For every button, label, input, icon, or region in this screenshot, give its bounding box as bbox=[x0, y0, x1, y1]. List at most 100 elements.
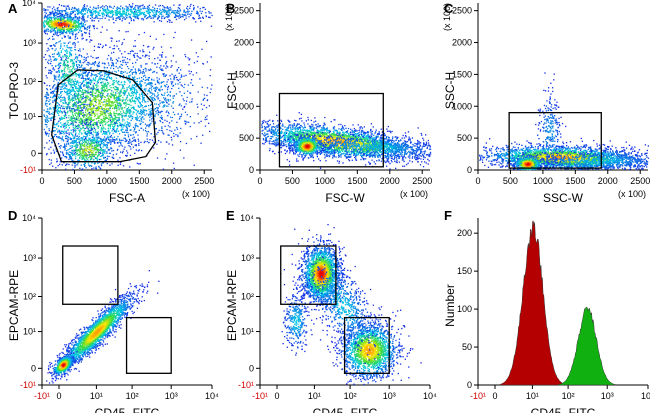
event-dot bbox=[141, 101, 143, 103]
event-dot bbox=[125, 126, 128, 128]
event-dot bbox=[126, 16, 128, 19]
event-dot bbox=[136, 162, 138, 164]
event-dot bbox=[163, 105, 165, 108]
event-dot bbox=[80, 11, 82, 13]
event-dot bbox=[88, 138, 90, 140]
event-dot bbox=[164, 16, 166, 19]
event-dot bbox=[113, 125, 116, 128]
event-dot bbox=[110, 101, 112, 103]
event-dot bbox=[112, 132, 114, 135]
event-dot bbox=[113, 101, 115, 103]
event-dot bbox=[72, 137, 74, 140]
event-dot bbox=[81, 103, 83, 106]
event-dot bbox=[163, 133, 165, 135]
event-dot bbox=[125, 9, 128, 11]
event-dot bbox=[102, 120, 105, 122]
event-dot bbox=[58, 17, 60, 20]
event-dot bbox=[73, 140, 75, 142]
event-dot bbox=[54, 94, 56, 96]
event-dot bbox=[142, 129, 145, 131]
event-dot bbox=[68, 102, 71, 104]
event-dot bbox=[62, 29, 65, 31]
event-dot bbox=[101, 97, 103, 99]
event-dot bbox=[86, 158, 89, 160]
event-dot bbox=[113, 13, 115, 16]
event-dot bbox=[148, 123, 150, 126]
event-dot bbox=[83, 153, 86, 155]
event-dot bbox=[120, 124, 122, 126]
event-dot bbox=[116, 8, 119, 10]
event-dot bbox=[107, 135, 109, 137]
event-dot bbox=[89, 144, 91, 147]
event-dot bbox=[141, 111, 143, 114]
event-dot bbox=[50, 159, 52, 161]
event-dot bbox=[54, 12, 56, 14]
event-dot bbox=[122, 115, 124, 117]
event-dot bbox=[126, 6, 128, 9]
event-dot bbox=[86, 154, 88, 156]
event-dot bbox=[65, 85, 68, 87]
event-dot bbox=[183, 106, 185, 108]
event-dot bbox=[78, 26, 81, 28]
event-dot bbox=[58, 96, 60, 98]
event-dot bbox=[163, 10, 165, 12]
event-dot bbox=[49, 13, 51, 15]
event-dot bbox=[133, 84, 135, 86]
event-dot bbox=[73, 152, 76, 154]
event-dot bbox=[97, 11, 99, 14]
event-dot bbox=[48, 24, 50, 26]
event-dot bbox=[210, 25, 213, 27]
event-dot bbox=[141, 92, 143, 94]
event-dot bbox=[83, 122, 86, 124]
event-dot bbox=[130, 115, 132, 118]
event-dot bbox=[152, 93, 154, 95]
event-dot bbox=[56, 23, 58, 25]
event-dot bbox=[106, 133, 108, 135]
event-dot bbox=[52, 106, 54, 109]
event-dot bbox=[108, 54, 110, 57]
event-dot bbox=[64, 123, 66, 125]
event-dot bbox=[93, 49, 95, 52]
event-dot bbox=[43, 24, 45, 26]
event-dot bbox=[192, 74, 194, 76]
event-dot bbox=[157, 95, 159, 97]
event-dot bbox=[120, 5, 122, 7]
event-dot bbox=[57, 35, 59, 37]
event-dot bbox=[118, 98, 120, 100]
event-dot bbox=[72, 152, 74, 154]
event-dot bbox=[50, 28, 52, 30]
event-dot bbox=[78, 119, 80, 121]
event-dot bbox=[53, 14, 55, 16]
event-dot bbox=[91, 10, 93, 12]
event-dot bbox=[91, 141, 93, 144]
event-dot bbox=[52, 111, 54, 113]
event-dot bbox=[83, 114, 85, 117]
event-dot bbox=[83, 121, 85, 123]
event-dot bbox=[126, 10, 128, 12]
event-dot bbox=[148, 69, 151, 71]
event-dot bbox=[151, 11, 154, 13]
event-dot bbox=[73, 136, 75, 138]
event-dot bbox=[122, 16, 124, 18]
event-dot bbox=[113, 136, 116, 138]
event-dot bbox=[177, 113, 179, 115]
event-dot bbox=[55, 107, 57, 109]
event-dot bbox=[205, 12, 207, 14]
event-dot bbox=[72, 129, 74, 131]
event-dot bbox=[98, 120, 100, 122]
event-dot bbox=[96, 69, 98, 71]
event-dot bbox=[90, 91, 92, 94]
event-dot bbox=[127, 52, 129, 55]
event-dot bbox=[84, 61, 86, 63]
event-dot bbox=[86, 113, 88, 115]
event-dot bbox=[134, 52, 136, 55]
event-dot bbox=[61, 132, 63, 134]
event-dot bbox=[74, 109, 76, 111]
event-dot bbox=[135, 144, 137, 146]
event-dot bbox=[105, 123, 107, 125]
event-dot bbox=[80, 101, 82, 104]
event-dot bbox=[65, 106, 67, 108]
event-dot bbox=[103, 78, 105, 80]
event-dot bbox=[148, 82, 151, 84]
event-dot bbox=[139, 102, 141, 104]
